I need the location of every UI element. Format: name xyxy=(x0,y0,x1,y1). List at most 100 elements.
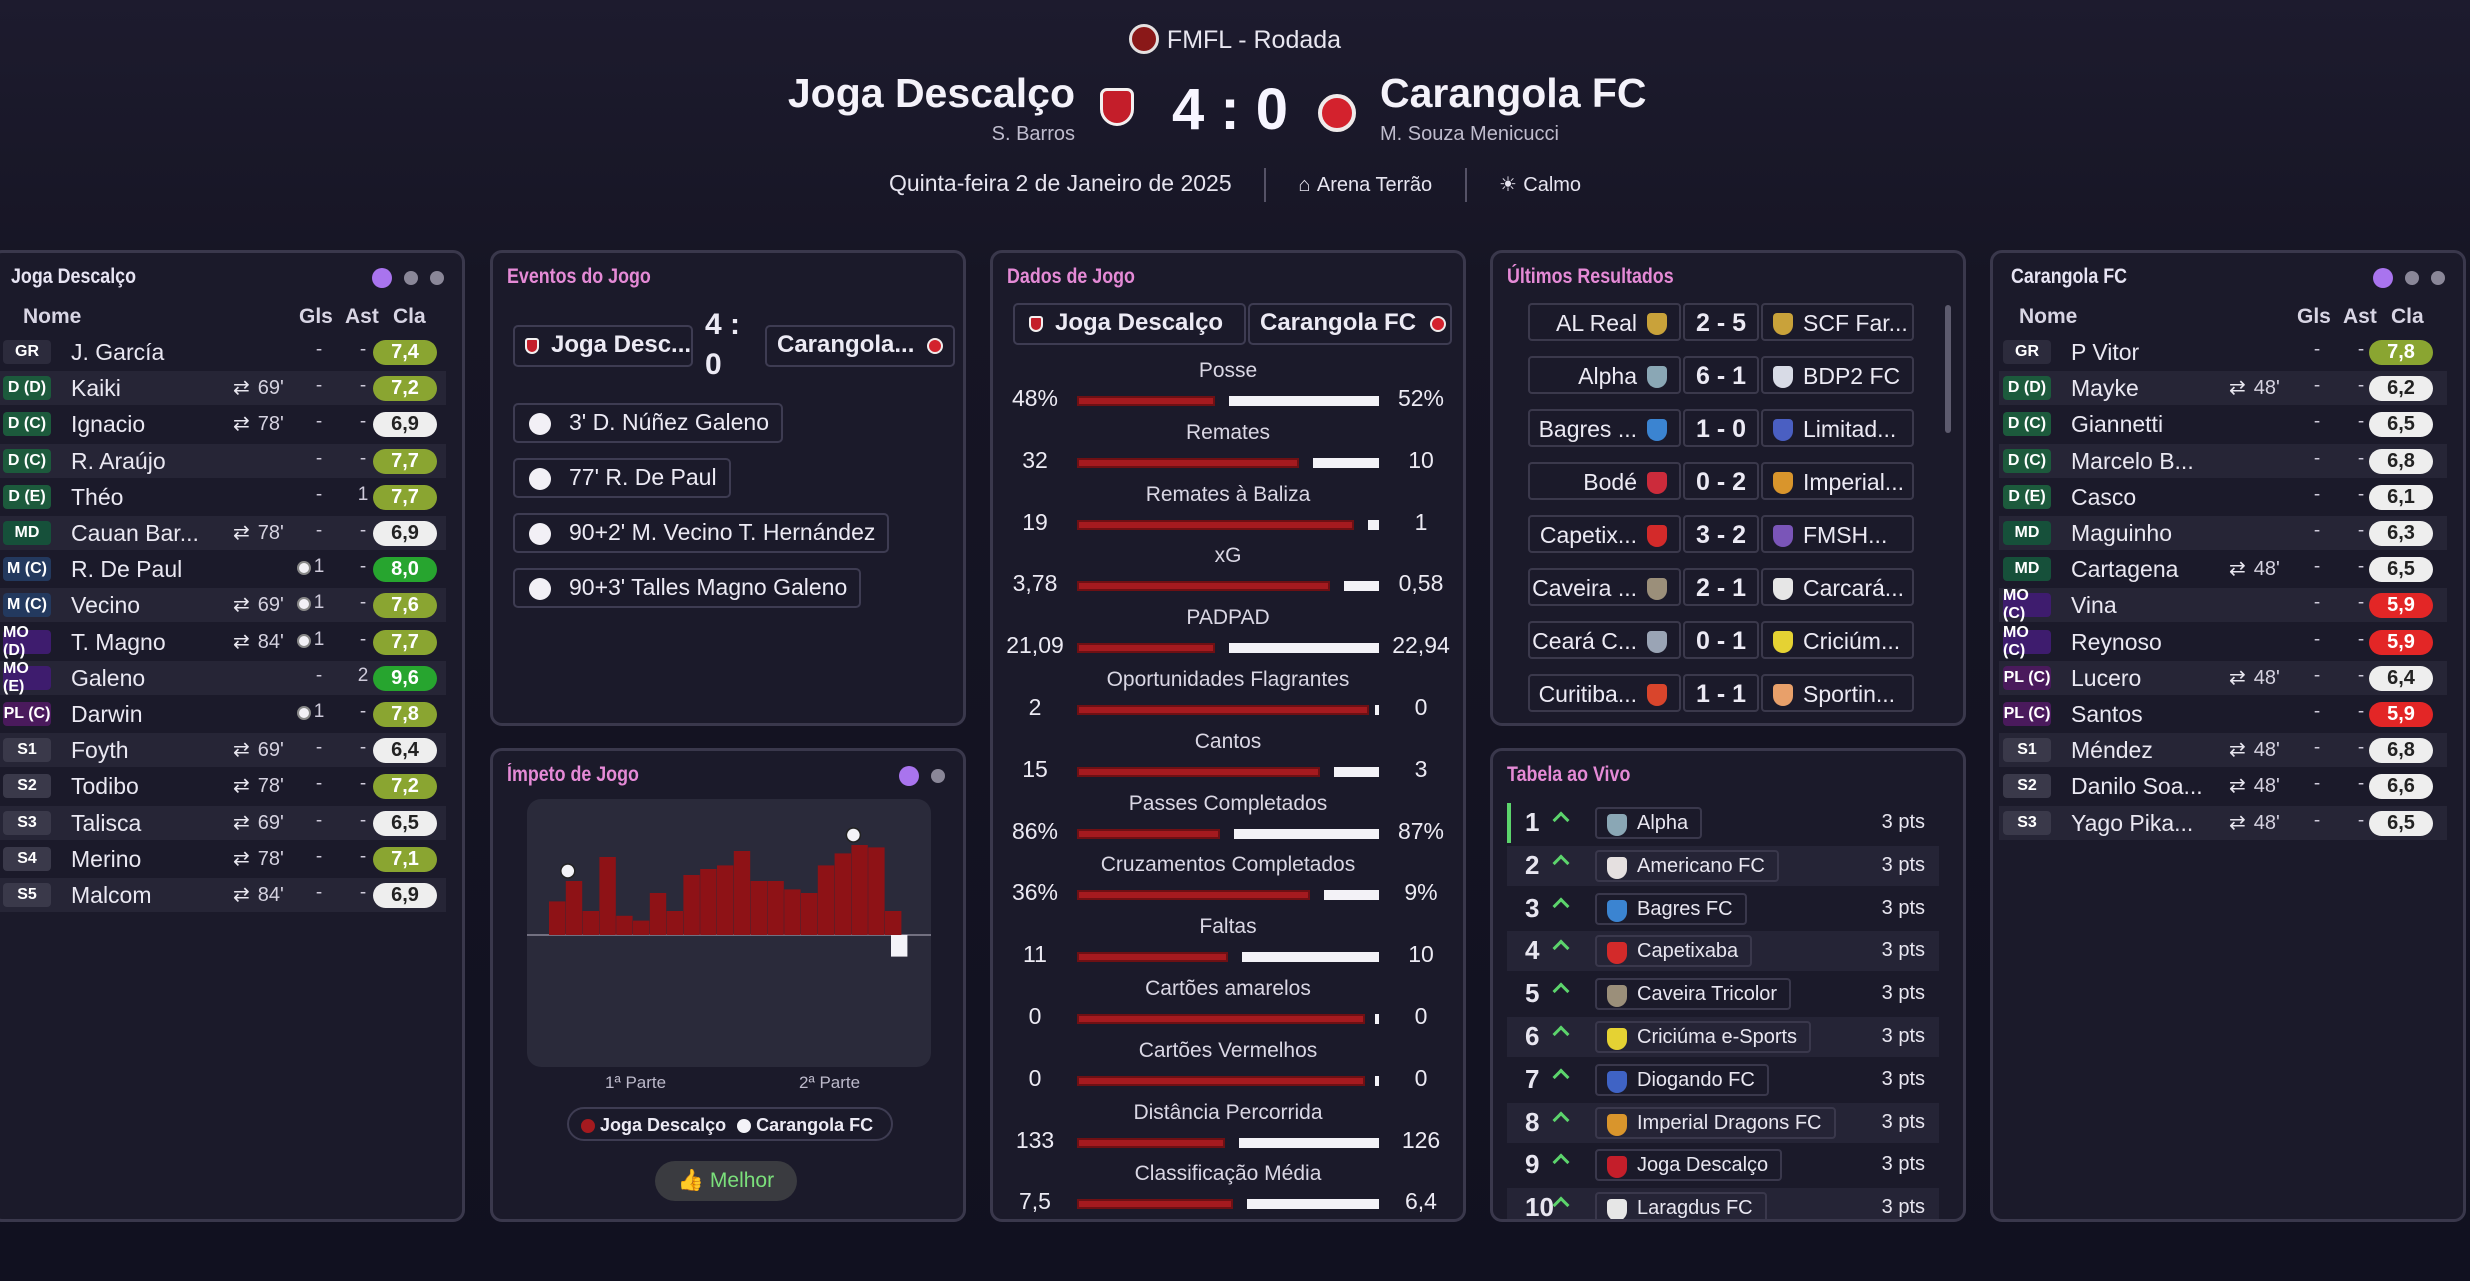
player-row[interactable]: D (C) R. Araújo - -7,7 xyxy=(0,443,446,478)
table-row[interactable]: 2 Americano FC 3 pts xyxy=(1507,845,1939,886)
result-row[interactable]: Alpha 6 - 1 BDP2 FC xyxy=(1528,356,1914,396)
col-rating[interactable]: Cla xyxy=(2391,305,2424,328)
player-row[interactable]: S1 Méndez ⇄ 48' - -6,8 xyxy=(1999,733,2447,768)
player-name[interactable]: Foyth xyxy=(71,737,129,764)
player-name[interactable]: Vina xyxy=(2071,592,2117,619)
table-team[interactable]: Joga Descalço xyxy=(1595,1149,1783,1182)
stats-home-team[interactable]: Joga Descalço xyxy=(1013,303,1246,345)
table-team[interactable]: Bagres FC xyxy=(1595,892,1747,925)
player-name[interactable]: Vecino xyxy=(71,592,141,619)
result-home-team[interactable]: Bagres ... xyxy=(1528,409,1681,447)
table-row[interactable]: 5 Caveira Tricolor 3 pts xyxy=(1507,974,1939,1014)
table-team[interactable]: Capetixaba xyxy=(1595,935,1753,968)
player-row[interactable]: M (C) R. De Paul 1 -8,0 xyxy=(0,552,446,586)
events-home-team[interactable]: Joga Desc... xyxy=(513,325,693,367)
result-row[interactable]: Curitiba... 1 - 1 Sportin... xyxy=(1528,674,1914,714)
player-name[interactable]: Casco xyxy=(2071,483,2137,510)
event-item[interactable]: 90+2' M. Vecino T. Hernández xyxy=(513,513,890,553)
panel-pager[interactable] xyxy=(2373,268,2445,288)
player-row[interactable]: MD Cartagena ⇄ 48' - -6,5 xyxy=(1999,552,2447,586)
player-name[interactable]: Méndez xyxy=(2071,737,2153,764)
result-row[interactable]: Caveira ... 2 - 1 Carcará... xyxy=(1528,568,1914,608)
player-row[interactable]: MO (C) Reynoso - -5,9 xyxy=(1999,624,2447,659)
player-row[interactable]: S5 Malcom ⇄ 84' - -6,9 xyxy=(0,878,446,912)
player-row[interactable]: D (D) Kaiki ⇄ 69' - -7,2 xyxy=(0,371,446,406)
scrollbar[interactable] xyxy=(1945,305,1951,433)
player-row[interactable]: D (C) Giannetti - -6,5 xyxy=(1999,407,2447,441)
panel-pager[interactable] xyxy=(899,766,945,786)
result-away-team[interactable]: SCF Far... xyxy=(1761,303,1914,341)
event-item[interactable]: 77' R. De Paul xyxy=(513,458,731,498)
player-row[interactable]: GR J. García - -7,4 xyxy=(0,335,446,369)
player-name[interactable]: Yago Pika... xyxy=(2071,809,2194,836)
player-row[interactable]: PL (C) Lucero ⇄ 48' - -6,4 xyxy=(1999,660,2447,695)
table-team[interactable]: Alpha xyxy=(1595,807,1703,839)
table-row[interactable]: 9 Joga Descalço 3 pts xyxy=(1507,1145,1939,1185)
col-name[interactable]: Nome xyxy=(23,305,82,328)
result-away-team[interactable]: Criciúm... xyxy=(1761,621,1914,659)
player-name[interactable]: Danilo Soa... xyxy=(2071,773,2203,800)
match-venue[interactable]: Arena Terrão xyxy=(1316,174,1433,197)
table-row[interactable]: 1 Alpha 3 pts xyxy=(1507,803,1939,843)
table-team[interactable]: Caveira Tricolor xyxy=(1595,978,1792,1011)
event-item[interactable]: 3' D. Núñez Galeno xyxy=(513,403,784,443)
player-row[interactable]: S4 Merino ⇄ 78' - -7,1 xyxy=(0,842,446,876)
player-row[interactable]: MD Cauan Bar... ⇄ 78' - -6,9 xyxy=(0,516,446,550)
col-assists[interactable]: Ast xyxy=(2343,305,2377,328)
player-row[interactable]: S2 Danilo Soa... ⇄ 48' - -6,6 xyxy=(1999,769,2447,803)
event-item[interactable]: 90+3' Talles Magno Galeno xyxy=(513,568,862,608)
col-goals[interactable]: Gls xyxy=(2297,305,2331,328)
player-name[interactable]: Reynoso xyxy=(2071,628,2162,655)
player-row[interactable]: PL (C) Santos - -5,9 xyxy=(1999,697,2447,731)
table-row[interactable]: 10 Laragdus FC 3 pts xyxy=(1507,1188,1939,1219)
col-name[interactable]: Nome xyxy=(2019,305,2078,328)
player-name[interactable]: Merino xyxy=(71,845,142,872)
player-name[interactable]: Ignacio xyxy=(71,411,146,438)
result-row[interactable]: AL Real 2 - 5 SCF Far... xyxy=(1528,303,1914,343)
player-row[interactable]: D (D) Mayke ⇄ 48' - -6,2 xyxy=(1999,371,2447,406)
player-row[interactable]: PL (C) Darwin 1 -7,8 xyxy=(0,697,446,731)
player-name[interactable]: Théo xyxy=(71,483,124,510)
pager-dot-active[interactable] xyxy=(372,268,392,288)
player-row[interactable]: D (E) Casco - -6,1 xyxy=(1999,480,2447,514)
table-row[interactable]: 8 Imperial Dragons FC 3 pts xyxy=(1507,1102,1939,1143)
player-row[interactable]: MO (D) T. Magno ⇄ 84' 1 -7,7 xyxy=(0,624,446,659)
result-away-team[interactable]: Sportin... xyxy=(1761,674,1914,712)
away-team-name[interactable]: Carangola FC xyxy=(1380,70,1647,116)
player-name[interactable]: Galeno xyxy=(71,664,146,691)
pager-dot[interactable] xyxy=(430,271,444,285)
player-name[interactable]: P Vitor xyxy=(2071,339,2140,365)
result-home-team[interactable]: Bodé xyxy=(1528,462,1681,500)
player-row[interactable]: D (E) Théo - 1 7,7 xyxy=(0,480,446,514)
stats-away-team[interactable]: Carangola FC xyxy=(1248,303,1452,345)
away-coach[interactable]: M. Souza Menicucci xyxy=(1380,123,1559,145)
player-name[interactable]: Todibo xyxy=(71,773,139,800)
player-row[interactable]: S3 Yago Pika... ⇄ 48' - -6,5 xyxy=(1999,805,2447,840)
pager-dot-active[interactable] xyxy=(899,766,919,786)
pager-dot[interactable] xyxy=(404,271,418,285)
table-team[interactable]: Laragdus FC xyxy=(1595,1192,1767,1219)
events-away-team[interactable]: Carangola... xyxy=(765,325,955,367)
table-team[interactable]: Criciúma e-Sports xyxy=(1595,1021,1812,1053)
player-row[interactable]: D (C) Marcelo B... - -6,8 xyxy=(1999,443,2447,478)
col-goals[interactable]: Gls xyxy=(299,305,333,328)
player-name[interactable]: Mayke xyxy=(2071,375,2139,402)
result-row[interactable]: Bagres ... 1 - 0 Limitad... xyxy=(1528,409,1914,449)
table-team[interactable]: Diogando FC xyxy=(1595,1063,1769,1096)
table-team[interactable]: Imperial Dragons FC xyxy=(1595,1106,1836,1139)
player-name[interactable]: Giannetti xyxy=(2071,411,2164,438)
table-row[interactable]: 3 Bagres FC 3 pts xyxy=(1507,889,1939,929)
panel-pager[interactable] xyxy=(372,268,444,288)
player-name[interactable]: Cartagena xyxy=(2071,556,2179,583)
result-row[interactable]: Ceará C... 0 - 1 Criciúm... xyxy=(1528,621,1914,661)
result-home-team[interactable]: AL Real xyxy=(1528,303,1681,341)
player-name[interactable]: Malcom xyxy=(71,882,152,908)
player-name[interactable]: T. Magno xyxy=(71,628,166,655)
player-name[interactable]: R. Araújo xyxy=(71,447,166,474)
player-name[interactable]: R. De Paul xyxy=(71,556,183,583)
player-name[interactable]: Maguinho xyxy=(2071,520,2173,546)
player-name[interactable]: Darwin xyxy=(71,701,143,727)
player-name[interactable]: Cauan Bar... xyxy=(71,520,199,546)
home-coach[interactable]: S. Barros xyxy=(991,123,1075,145)
player-row[interactable]: S3 Talisca ⇄ 69' - -6,5 xyxy=(0,805,446,840)
